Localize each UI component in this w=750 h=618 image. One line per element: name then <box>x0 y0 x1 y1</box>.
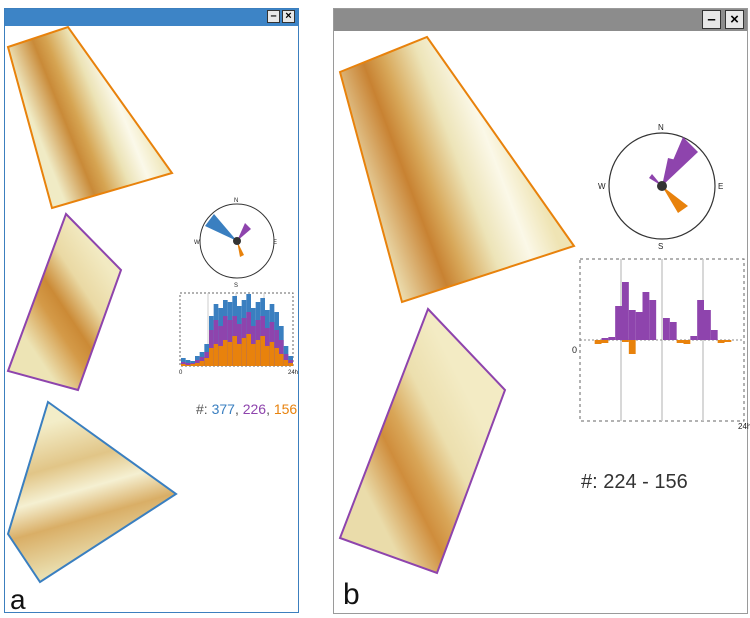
histogram-bar-orange <box>195 363 200 366</box>
count-separator: , <box>266 401 274 417</box>
histogram-bar-orange <box>676 340 684 343</box>
compass-south-label: S <box>234 283 238 289</box>
panel-label-b: b <box>343 578 360 611</box>
histogram-zero: 0 <box>572 345 577 355</box>
histogram-bar-orange <box>622 340 629 342</box>
histogram-a: 0 24h <box>179 292 298 376</box>
wind-wedge-purple <box>662 158 676 186</box>
wind-wedge-orange <box>237 241 244 257</box>
histogram-bar-purple <box>628 310 636 340</box>
counts-readout-b: #: 224 - 156 <box>581 471 688 493</box>
histogram-bar-orange <box>181 364 186 366</box>
wind-wedge-purple <box>237 223 251 241</box>
histogram-bar-purple <box>669 322 677 340</box>
count-orange: 156 <box>273 401 298 417</box>
histogram-bar-purple <box>690 336 698 340</box>
field-polygon-orange[interactable] <box>338 35 576 304</box>
wind-wedge-orange <box>662 186 688 213</box>
histogram-bar-orange <box>241 338 247 366</box>
histogram-bar-orange <box>717 340 725 343</box>
window-a-titlebar[interactable]: – × <box>5 9 298 26</box>
field-polygon-blue[interactable] <box>6 400 178 584</box>
histogram-bar-orange <box>594 340 602 344</box>
compass-south-label: S <box>658 242 663 251</box>
histogram-x-end: 24h <box>288 370 298 376</box>
histogram-bar-orange <box>724 340 732 342</box>
field-polygon-purple[interactable] <box>6 212 123 392</box>
panel-label-a: a <box>10 584 26 615</box>
histogram-x-start: 0 <box>179 370 183 376</box>
field-polygon-purple[interactable] <box>338 307 507 575</box>
histogram-bar-orange <box>255 340 261 366</box>
histogram-bar-purple <box>697 300 704 340</box>
histogram-bar-orange <box>227 342 233 366</box>
histogram-bar-orange <box>218 346 223 366</box>
histogram-bar-orange <box>251 344 256 366</box>
histogram-bar-orange <box>265 346 270 366</box>
compass-rose-b: N S E W <box>598 123 723 251</box>
histogram-bar-orange <box>601 340 609 343</box>
counts-readout-a: #: 377, 226, 156 <box>196 401 297 417</box>
compass-north-label: N <box>658 123 664 132</box>
count-blue: 377 <box>211 401 235 417</box>
counts-prefix: #: <box>196 401 212 417</box>
histogram-bar-purple <box>622 282 629 340</box>
minimize-button[interactable]: – <box>267 10 280 23</box>
histogram-x-end: 24h <box>738 422 750 431</box>
minimize-button[interactable]: – <box>702 10 721 29</box>
histogram-bar-purple <box>279 340 284 366</box>
histogram-bar-orange <box>246 334 251 366</box>
histogram-bar-orange <box>283 360 289 366</box>
histogram-bar-orange <box>199 361 205 366</box>
histogram-bar-orange <box>209 348 214 366</box>
histogram-bar-orange <box>237 344 242 366</box>
field-polygon-orange[interactable] <box>6 25 174 210</box>
count-purple: 226 <box>242 401 267 417</box>
histogram-b: 0 24h <box>572 258 750 431</box>
histogram-bar-orange <box>274 348 279 366</box>
compass-west-label: W <box>194 240 200 246</box>
histogram-bar-purple <box>649 300 657 340</box>
histogram-bar-purple <box>663 318 670 340</box>
histogram-bar-purple <box>642 292 650 340</box>
compass-east-label: E <box>273 240 277 246</box>
histogram-bar-purple <box>213 320 219 366</box>
histogram-bar-orange <box>223 340 228 366</box>
histogram-bar-orange <box>279 354 284 366</box>
histogram-bar-orange <box>269 342 275 366</box>
histogram-bar-orange <box>683 340 691 344</box>
histogram-bar-orange <box>260 336 265 366</box>
histogram-bar-orange <box>204 358 209 366</box>
compass-west-label: W <box>598 182 606 191</box>
compass-rose-a: N S E W <box>194 198 277 289</box>
window-b-titlebar[interactable]: – × <box>334 9 747 31</box>
histogram-bar-purple <box>704 310 711 340</box>
histogram-bar-purple <box>601 338 609 340</box>
histogram-bar-purple <box>635 312 643 340</box>
count-separator: , <box>234 401 243 417</box>
histogram-bar-orange <box>288 363 293 366</box>
compass-east-label: E <box>718 182 723 191</box>
wind-wedge-blue <box>205 214 237 241</box>
compass-north-label: N <box>234 198 238 204</box>
histogram-bar-orange <box>628 340 636 354</box>
histogram-bar-orange <box>213 344 219 366</box>
histogram-bar-purple <box>608 337 616 340</box>
histogram-bar-purple <box>615 306 622 340</box>
close-button[interactable]: × <box>725 10 744 29</box>
histogram-bar-orange <box>190 364 195 366</box>
histogram-bar-purple <box>185 363 191 366</box>
histogram-bar-purple <box>710 330 718 340</box>
close-button[interactable]: × <box>282 10 295 23</box>
histogram-bar-orange <box>185 365 191 366</box>
wind-wedge-purple <box>662 137 698 186</box>
histogram-bar-orange <box>232 336 237 366</box>
